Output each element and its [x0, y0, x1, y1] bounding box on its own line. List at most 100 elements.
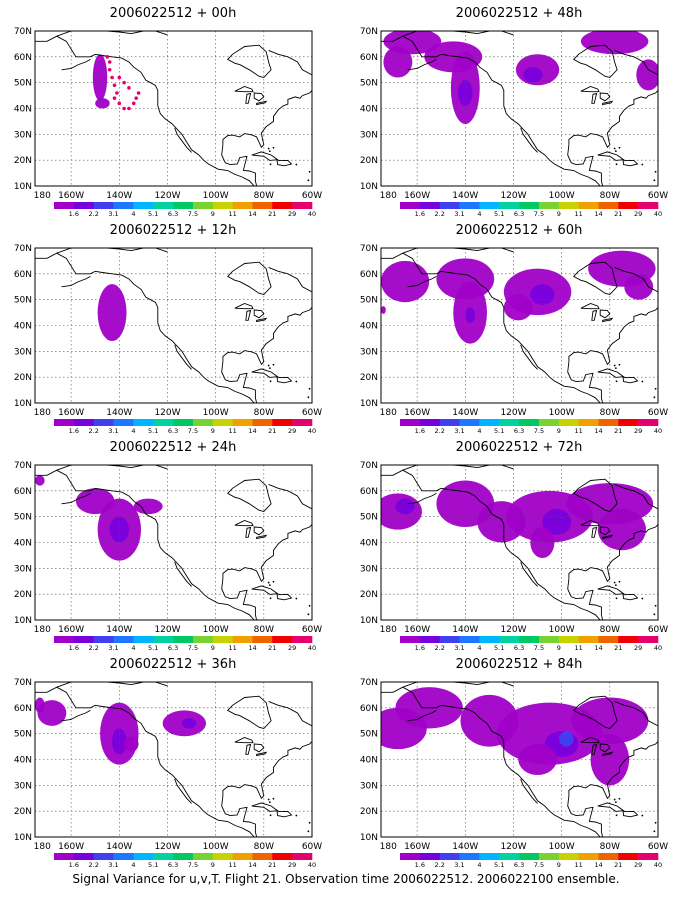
island	[615, 597, 618, 600]
longitude-label: 160W	[404, 191, 430, 201]
plot-frame	[380, 681, 659, 838]
longitude-label: 180	[34, 408, 51, 418]
colorbar-label: 9	[211, 210, 215, 218]
longitude-label: 80W	[254, 625, 274, 635]
colorbar-label: 11	[228, 644, 236, 652]
coastline	[276, 376, 293, 384]
colorbar-label: 1.6	[415, 861, 425, 869]
coastline	[381, 465, 514, 476]
coastline	[253, 526, 265, 536]
coastline	[568, 741, 658, 800]
colorbar-label: 7.5	[534, 644, 544, 652]
island	[267, 364, 270, 367]
colorbar-label: 4	[477, 210, 481, 218]
coastline	[591, 92, 598, 104]
colorbar-label: 29	[634, 427, 642, 435]
colorbar-swatch	[232, 853, 253, 860]
longitude-label: 100W	[203, 625, 229, 635]
latitude-label: 70N	[14, 27, 32, 37]
coastline	[268, 700, 312, 734]
colorbar-label: 29	[288, 210, 296, 218]
longitude-label: 60W	[648, 625, 668, 635]
coastline	[599, 743, 611, 753]
variance-contour	[530, 284, 555, 305]
colorbar-label: 5.1	[494, 210, 504, 218]
longitude-label: 120W	[154, 191, 180, 201]
map-panel-00h: 2006022512 + 00h 70N 60N 50N 40N 30N 20N 10N 18…	[0, 0, 346, 224]
island	[654, 387, 657, 390]
longitude-label: 140W	[106, 842, 132, 852]
longitude-label: 160W	[58, 625, 84, 635]
coastline	[407, 276, 437, 288]
longitude-label: 60W	[302, 191, 322, 201]
colorbar-swatch	[638, 853, 659, 860]
coastline	[251, 151, 279, 161]
colorbar-swatch	[419, 853, 440, 860]
colorbar-label: 14	[594, 210, 602, 218]
longitude-label: 100W	[203, 408, 229, 418]
colorbar-label: 21	[268, 427, 276, 435]
longitude-label: 160W	[404, 625, 430, 635]
longitude-label: 180	[380, 191, 397, 201]
coastline	[614, 266, 658, 300]
longitude-label: 160W	[58, 408, 84, 418]
colorbar-swatch	[73, 419, 94, 426]
plot-area	[35, 465, 312, 620]
variance-contour	[381, 306, 386, 314]
coastline	[580, 86, 600, 93]
colorbar-label: 29	[288, 644, 296, 652]
latitude-label: 50N	[14, 513, 32, 523]
colorbar-swatch	[499, 636, 520, 643]
colorbar-label: 2.2	[89, 427, 99, 435]
colorbar-swatch	[133, 853, 154, 860]
island	[269, 380, 272, 383]
map-panel-12h: 2006022512 + 12h 70N 60N 50N 40N 30N 20N 10N 18…	[0, 217, 346, 441]
longitude-label: 60W	[302, 408, 322, 418]
longitude-label: 160W	[404, 408, 430, 418]
coastline	[253, 743, 265, 753]
coastline	[245, 92, 252, 104]
panel-title: 2006022512 + 00h	[109, 6, 237, 21]
colorbar-swatch	[618, 419, 639, 426]
colorbar-swatch	[153, 853, 174, 860]
longitude-label: 80W	[600, 842, 620, 852]
coastline	[622, 593, 639, 601]
map-panel-36h: 2006022512 + 36h 70N 60N 50N 40N 30N 20N 10N 18…	[0, 651, 346, 875]
colorbar-label: 1.6	[415, 644, 425, 652]
colorbar-swatch	[459, 419, 480, 426]
colorbar-label: 11	[574, 861, 582, 869]
colorbar-label: 2.2	[89, 861, 99, 869]
panel-title: 2006022512 + 12h	[109, 223, 237, 238]
longitude-label: 160W	[404, 842, 430, 852]
colorbar-swatch	[459, 636, 480, 643]
island	[295, 380, 298, 383]
island	[653, 613, 656, 616]
latitude-label: 30N	[14, 347, 32, 357]
latitude-label: 10N	[14, 833, 32, 843]
island	[614, 367, 617, 370]
longitude-label: 100W	[549, 408, 575, 418]
longitude-label: 120W	[500, 842, 526, 852]
colorbar-swatch	[73, 636, 94, 643]
coastline	[572, 44, 618, 79]
island	[268, 584, 271, 587]
colorbar-label: 40	[654, 861, 662, 869]
longitude-label: 180	[34, 625, 51, 635]
observation-dot	[127, 86, 131, 90]
coastline	[572, 695, 618, 730]
latitude-label: 40N	[14, 322, 32, 332]
plot-frame	[34, 30, 313, 187]
colorbar-label: 11	[574, 644, 582, 652]
colorbar-label: 5.1	[494, 427, 504, 435]
colorbar-label: 14	[248, 427, 256, 435]
colorbar-label: 3.1	[108, 861, 118, 869]
panel-title: 2006022512 + 48h	[455, 6, 583, 21]
coastline	[597, 368, 625, 378]
coastline	[567, 795, 606, 837]
coastline	[572, 261, 618, 296]
colorbar-swatch	[598, 202, 619, 209]
